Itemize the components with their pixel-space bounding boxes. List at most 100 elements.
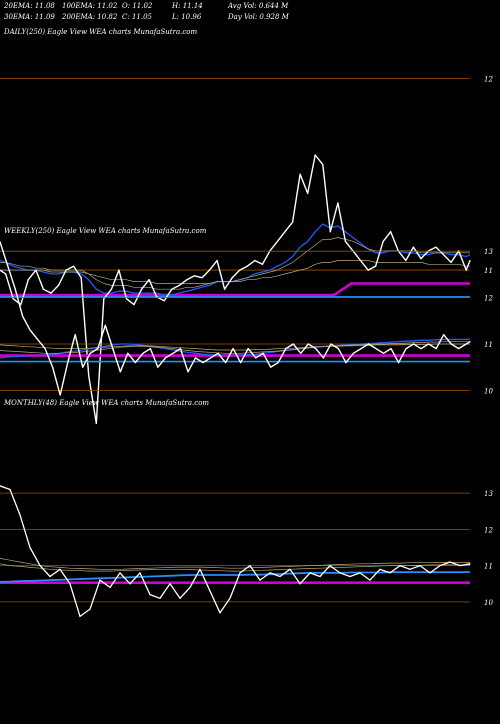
price-point: [322, 164, 324, 166]
price-point: [349, 575, 351, 578]
price-point: [187, 371, 189, 373]
y-tick-label: 12: [484, 526, 493, 534]
price-point: [285, 348, 287, 350]
price-point: [57, 284, 60, 286]
price-point: [292, 343, 294, 345]
price-point: [309, 572, 311, 574]
stat-20ema: 20EMA: 11.08: [3, 2, 55, 10]
panel-title: MONTHLY(48) Eagle View WEA charts Munafa…: [3, 399, 209, 407]
price-point: [125, 298, 128, 300]
price-point: [443, 334, 445, 336]
price-point: [39, 565, 41, 567]
price-point: [37, 338, 39, 340]
price-point: [307, 343, 309, 345]
price-point: [179, 348, 182, 350]
price-point: [216, 259, 218, 262]
price-point: [277, 362, 279, 364]
price-point: [345, 362, 347, 364]
price-point: [255, 357, 257, 359]
price-point: [99, 579, 101, 581]
price-point: [420, 258, 422, 260]
price-point: [210, 357, 212, 359]
stat-30ema: 30EMA: 11.09: [4, 13, 55, 21]
price-point: [279, 575, 281, 578]
price-point: [458, 348, 460, 350]
price-point: [254, 259, 256, 262]
price-point: [134, 362, 136, 364]
price-point: [119, 572, 121, 574]
stat-open: O: 11.02: [122, 2, 153, 10]
price-point: [29, 546, 31, 549]
price-point: [127, 352, 129, 354]
price-point: [339, 572, 341, 574]
price-point: [239, 269, 241, 271]
price-point: [0, 241, 1, 243]
price-point: [449, 561, 451, 563]
price-point: [148, 279, 150, 281]
price-point: [319, 575, 321, 578]
price-point: [129, 583, 131, 585]
price-point: [50, 292, 52, 294]
price-point: [118, 269, 120, 271]
price-point: [337, 348, 339, 350]
price-point: [65, 269, 67, 271]
price-point: [270, 366, 272, 368]
price-point: [329, 565, 331, 567]
price-point: [399, 565, 401, 567]
price-point: [97, 348, 99, 350]
price-point: [88, 374, 90, 377]
price-point: [109, 586, 111, 589]
price-point: [82, 366, 84, 368]
price-point: [172, 352, 174, 354]
price-point: [344, 240, 346, 242]
price-point: [73, 265, 75, 267]
price-point: [22, 315, 24, 317]
price-point: [209, 590, 211, 592]
price-point: [459, 565, 461, 567]
price-point: [284, 231, 286, 233]
price-point: [409, 568, 411, 570]
price-point: [163, 300, 165, 302]
price-point: [276, 240, 279, 242]
price-point: [367, 269, 369, 271]
price-point: [413, 343, 415, 345]
price-point: [159, 597, 161, 599]
price-point: [420, 348, 422, 350]
price-point: [139, 572, 141, 574]
ma-long-line: [0, 558, 470, 570]
price-point: [179, 597, 181, 599]
price-point: [80, 277, 82, 279]
price-point: [382, 352, 385, 354]
price-point: [412, 246, 414, 248]
price-point: [322, 357, 324, 359]
price-point: [0, 269, 1, 271]
price-point: [89, 352, 91, 354]
price-point: [224, 288, 226, 290]
panel-title: WEEKLY(250) Eagle View WEA charts Munafa…: [4, 227, 207, 235]
stat-avg-vol: Avg Vol: 0.644 M: [227, 2, 289, 10]
price-point: [6, 264, 9, 266]
price-point: [20, 304, 22, 306]
price-point: [89, 608, 91, 610]
price-point: [189, 586, 191, 589]
price-point: [359, 259, 362, 262]
y-tick-label: 10: [484, 599, 493, 607]
price-point: [149, 594, 151, 596]
monthly-panel: MONTHLY(48) Eagle View WEA charts Munafa…: [0, 399, 493, 618]
price-point: [110, 288, 112, 290]
price-point: [269, 572, 271, 574]
price-line: [0, 241, 471, 396]
price-point: [469, 259, 471, 262]
price-point: [219, 612, 221, 614]
price-point: [74, 334, 76, 336]
price-point: [246, 265, 248, 267]
price-point: [379, 568, 381, 570]
price-point: [262, 352, 264, 354]
price-point: [261, 263, 263, 265]
price-point: [389, 572, 391, 574]
price-point: [337, 202, 339, 204]
price-point: [247, 348, 249, 350]
price-point: [208, 269, 211, 271]
price-point: [352, 352, 354, 354]
price-point: [289, 568, 291, 570]
